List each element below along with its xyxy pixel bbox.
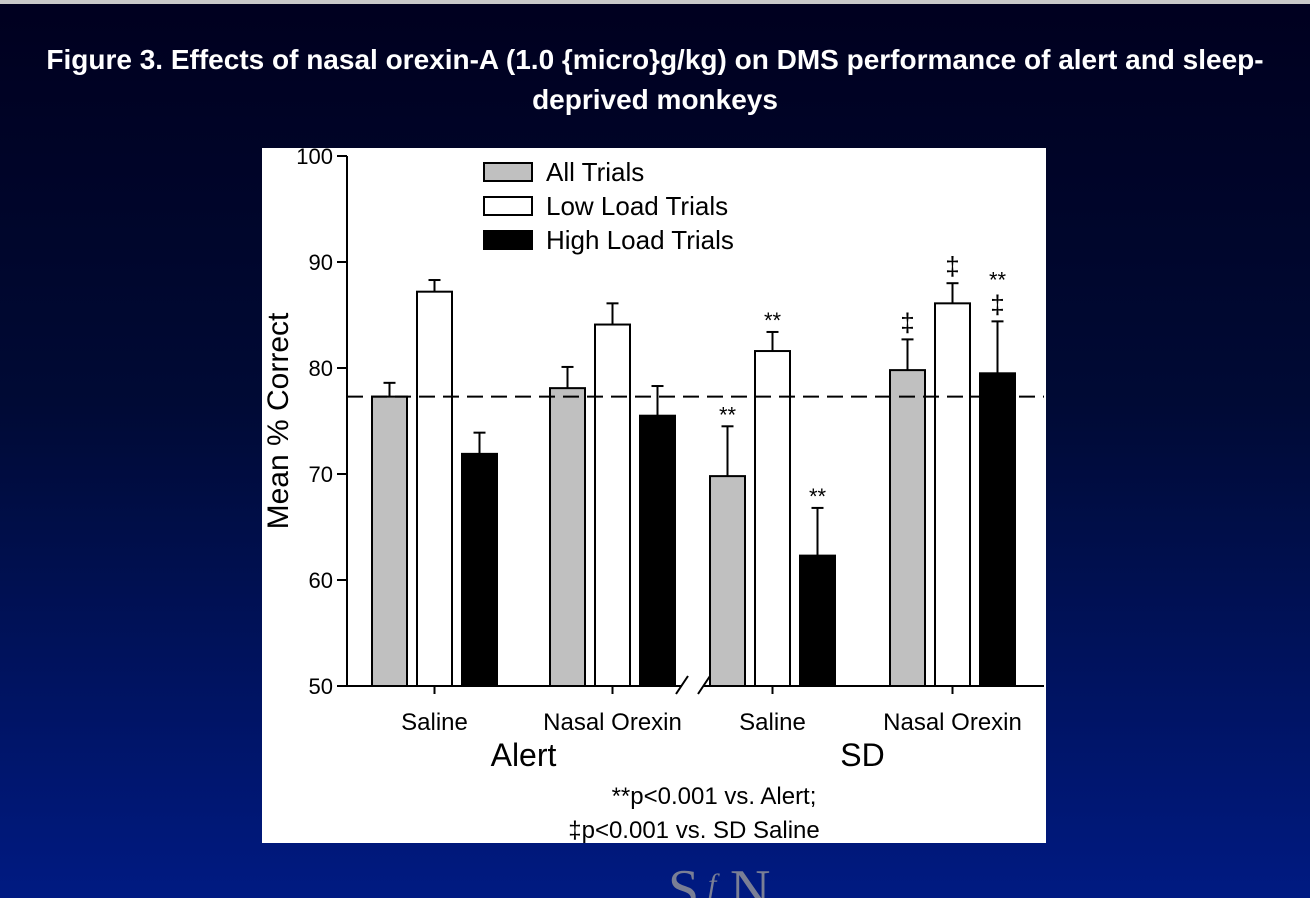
footnote: **p<0.001 vs. Alert; xyxy=(612,783,817,810)
significance-stars: ** xyxy=(989,267,1007,292)
significance-stars: ** xyxy=(809,484,827,509)
significance-dagger: ‡ xyxy=(945,251,959,281)
svg-text:f: f xyxy=(708,868,720,898)
y-tick-label: 80 xyxy=(309,356,333,381)
slide-title: Figure 3. Effects of nasal orexin-A (1.0… xyxy=(46,44,1264,115)
y-tick-label: 50 xyxy=(309,674,333,699)
footnote: ‡p<0.001 vs. SD Saline xyxy=(568,817,820,843)
legend-label: Low Load Trials xyxy=(546,191,728,221)
bar-all-trials xyxy=(889,369,926,687)
axis-break-mark xyxy=(697,675,711,695)
significance-stars: ** xyxy=(719,402,737,427)
x-group-label: Alert xyxy=(491,737,557,773)
bar-all-trials xyxy=(371,395,408,687)
legend-swatch xyxy=(483,230,533,250)
y-tick-label: 70 xyxy=(309,462,333,487)
bar-high-load-trials xyxy=(799,554,836,687)
legend-swatch xyxy=(483,162,533,182)
bar-high-load-trials xyxy=(639,414,676,687)
bar-low-load-trials xyxy=(416,290,453,687)
bar-all-trials xyxy=(709,475,746,687)
svg-text:N: N xyxy=(730,868,770,898)
significance-dagger: ‡ xyxy=(990,289,1004,319)
sfn-logo: S f N xyxy=(668,868,770,898)
y-axis-label: Mean % Correct xyxy=(262,312,295,529)
figure-panel: 50 60 70 80 90 100 Mean % Correct ** ** ** ‡ ‡ ‡ ** Sa… xyxy=(262,148,1046,843)
x-category-label: Saline xyxy=(739,709,806,736)
significance-stars: ** xyxy=(764,308,782,333)
bar-high-load-trials xyxy=(979,372,1016,688)
legend-label: High Load Trials xyxy=(546,225,734,255)
axis-break-mark xyxy=(675,675,689,695)
x-group-label: SD xyxy=(840,737,884,773)
top-border xyxy=(0,0,1310,4)
x-category-label: Nasal Orexin xyxy=(543,709,682,736)
bar-all-trials xyxy=(549,387,586,687)
x-category-label: Saline xyxy=(401,709,468,736)
x-category-label: Nasal Orexin xyxy=(883,709,1022,736)
legend-label: All Trials xyxy=(546,157,644,187)
bar-low-load-trials xyxy=(594,323,631,687)
y-tick-label: 60 xyxy=(309,568,333,593)
significance-dagger: ‡ xyxy=(900,307,914,337)
y-tick-label: 100 xyxy=(296,148,333,169)
legend-swatch xyxy=(483,196,533,216)
bar-low-load-trials xyxy=(934,302,971,687)
svg-text:S: S xyxy=(668,868,699,898)
bar-low-load-trials xyxy=(754,350,791,687)
bar-high-load-trials xyxy=(461,452,498,687)
y-tick-label: 90 xyxy=(309,250,333,275)
